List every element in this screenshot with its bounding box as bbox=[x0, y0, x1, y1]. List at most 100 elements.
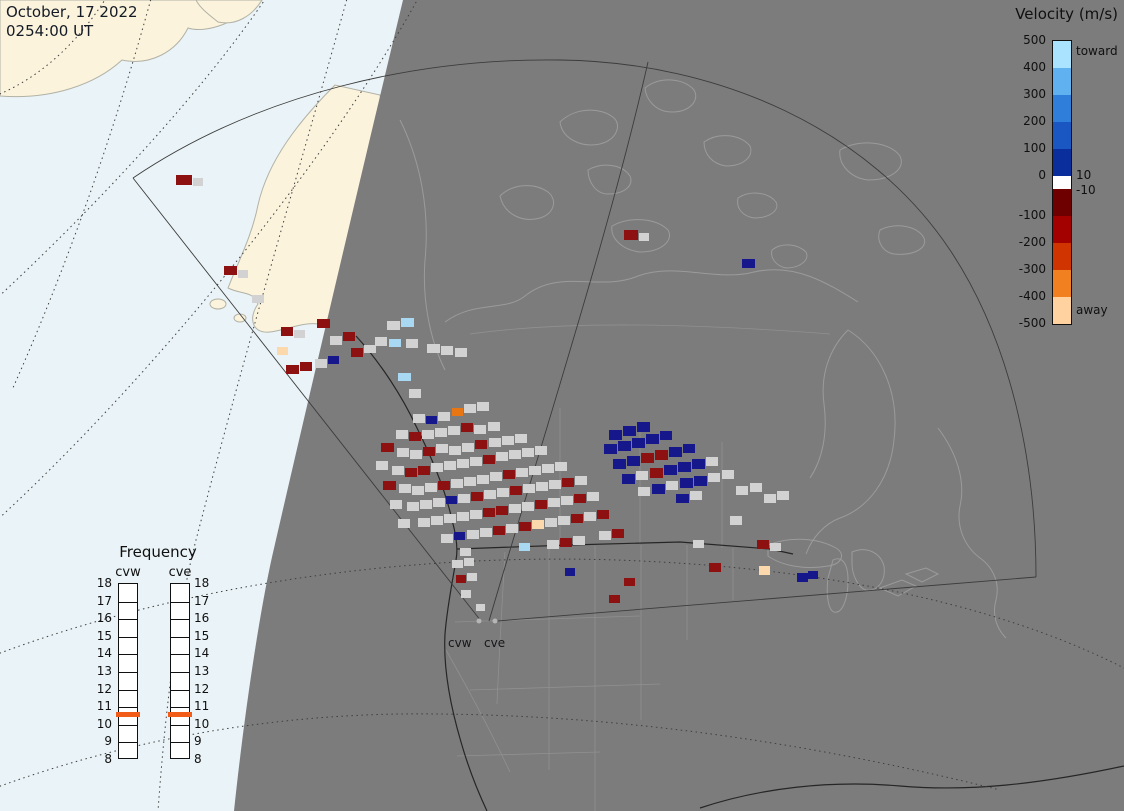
velocity-cell bbox=[676, 494, 689, 503]
velocity-cell bbox=[193, 178, 203, 186]
velocity-cell bbox=[474, 425, 486, 434]
velocity-cell bbox=[317, 319, 330, 328]
velocity-legend: Velocity (m/s) 500 400 300 200 100 0 -100 -200 -… bbox=[1000, 0, 1124, 335]
colorbar-segment bbox=[1053, 176, 1071, 189]
frequency-tick-label: 15 bbox=[96, 628, 112, 643]
velocity-cell bbox=[490, 472, 502, 481]
velocity-cell bbox=[438, 412, 450, 421]
velocity-tick-label: 400 bbox=[1023, 60, 1046, 74]
frequency-tick-label: 10 bbox=[96, 716, 112, 731]
velocity-cell bbox=[609, 595, 620, 603]
velocity-cell bbox=[655, 450, 668, 460]
colorbar-segment bbox=[1053, 216, 1071, 243]
plus10-label: 10 bbox=[1076, 168, 1092, 182]
velocity-cell bbox=[669, 447, 682, 457]
velocity-cell bbox=[678, 462, 691, 472]
velocity-cell bbox=[547, 540, 559, 549]
velocity-cell bbox=[706, 457, 718, 466]
velocity-cell bbox=[575, 476, 587, 485]
frequency-marker bbox=[168, 712, 192, 718]
velocity-cell bbox=[519, 543, 530, 551]
velocity-cell bbox=[497, 488, 509, 497]
night-region bbox=[234, 0, 1124, 811]
velocity-cell bbox=[461, 590, 471, 598]
velocity-cell bbox=[683, 444, 695, 453]
velocity-cell bbox=[516, 468, 528, 477]
velocity-cell bbox=[401, 318, 414, 327]
velocity-cell bbox=[328, 356, 339, 364]
frequency-tick-label: 12 bbox=[194, 681, 210, 696]
velocity-cell bbox=[389, 339, 401, 347]
velocity-cell bbox=[425, 483, 437, 492]
velocity-cell bbox=[390, 500, 402, 509]
velocity-cell bbox=[446, 496, 457, 504]
velocity-cell bbox=[458, 494, 470, 503]
velocity-cell bbox=[375, 337, 387, 346]
cve-site-dot bbox=[492, 618, 498, 624]
velocity-cell bbox=[549, 480, 561, 489]
velocity-cell bbox=[750, 483, 762, 492]
velocity-cell bbox=[343, 332, 355, 341]
velocity-cell bbox=[496, 452, 508, 461]
velocity-colorbar bbox=[1052, 40, 1072, 325]
velocity-cell bbox=[639, 233, 649, 241]
velocity-cell bbox=[406, 339, 418, 348]
velocity-cell bbox=[483, 508, 495, 517]
velocity-cell bbox=[542, 464, 554, 473]
velocity-cell bbox=[545, 518, 557, 527]
velocity-cell bbox=[454, 532, 465, 540]
velocity-cell bbox=[410, 450, 422, 459]
velocity-cell bbox=[622, 474, 635, 484]
velocity-cell bbox=[455, 348, 467, 357]
velocity-cell bbox=[330, 336, 342, 345]
timestamp: October, 17 2022 0254:00 UT bbox=[6, 3, 138, 41]
velocity-cell bbox=[286, 365, 299, 374]
frequency-tick-label: 14 bbox=[194, 646, 210, 661]
colorbar-segment bbox=[1053, 270, 1071, 297]
velocity-cell bbox=[418, 466, 430, 475]
velocity-cell bbox=[456, 575, 466, 583]
velocity-cell bbox=[680, 478, 693, 488]
colorbar-segment bbox=[1053, 41, 1071, 68]
velocity-cell bbox=[535, 446, 547, 455]
frequency-tick-label: 17 bbox=[194, 593, 210, 608]
velocity-cell bbox=[641, 453, 654, 463]
cvw-site-label: cvw bbox=[448, 636, 472, 650]
frequency-tick-label: 8 bbox=[194, 752, 202, 766]
velocity-cell bbox=[808, 571, 818, 579]
velocity-cell bbox=[650, 468, 663, 478]
velocity-cell bbox=[412, 486, 424, 495]
velocity-cell bbox=[351, 348, 363, 357]
velocity-cell bbox=[457, 512, 469, 521]
velocity-cell bbox=[624, 578, 635, 586]
velocity-cell bbox=[736, 486, 748, 495]
velocity-cell bbox=[475, 440, 487, 449]
velocity-cell bbox=[573, 536, 585, 545]
velocity-cell bbox=[387, 321, 400, 330]
velocity-cell bbox=[392, 466, 404, 475]
frequency-tickline bbox=[119, 707, 137, 709]
velocity-cell bbox=[609, 430, 622, 440]
velocity-cell bbox=[522, 502, 534, 511]
velocity-cell bbox=[413, 414, 425, 423]
frequency-title: Frequency bbox=[119, 543, 197, 561]
colorbar-segment bbox=[1053, 122, 1071, 149]
velocity-cell bbox=[294, 330, 305, 338]
frequency-tick-label: 12 bbox=[96, 681, 112, 696]
velocity-tick-label: -300 bbox=[1018, 262, 1046, 276]
velocity-cell bbox=[666, 481, 678, 490]
velocity-tick-label: -400 bbox=[1018, 289, 1046, 303]
frequency-tick-label: 11 bbox=[96, 699, 112, 714]
velocity-cell bbox=[224, 266, 237, 275]
frequency-tick-label: 10 bbox=[194, 716, 210, 731]
velocity-cell bbox=[436, 444, 448, 453]
velocity-cell bbox=[457, 459, 469, 468]
frequency-tick-label: 13 bbox=[96, 664, 112, 678]
frequency-tick-label: 8 bbox=[104, 752, 112, 766]
frequency-tickline bbox=[171, 689, 189, 691]
velocity-cell bbox=[381, 443, 394, 452]
velocity-cell bbox=[532, 520, 544, 529]
frequency-tickline bbox=[119, 601, 137, 603]
velocity-cell bbox=[560, 538, 572, 547]
